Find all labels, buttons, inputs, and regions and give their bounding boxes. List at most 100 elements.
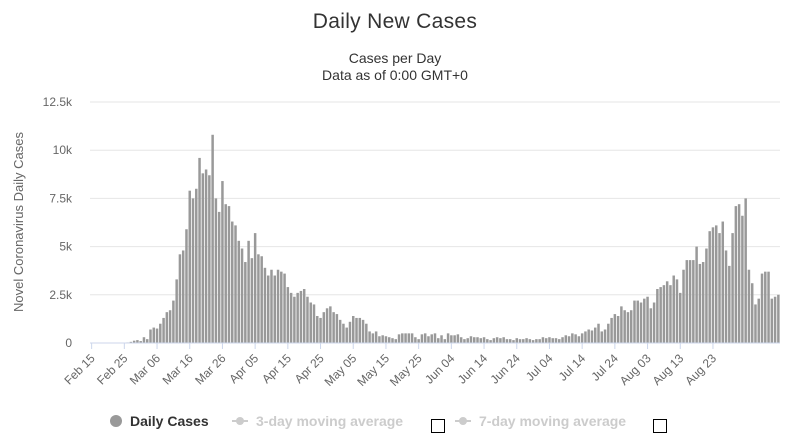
legend-item-7-day-moving-average[interactable]: 7-day moving average xyxy=(455,413,626,429)
bar[interactable] xyxy=(486,339,489,343)
bar[interactable] xyxy=(495,337,499,343)
bar[interactable] xyxy=(371,333,375,343)
bar[interactable] xyxy=(368,331,371,343)
bar[interactable] xyxy=(728,265,731,343)
bar[interactable] xyxy=(384,336,388,343)
bar[interactable] xyxy=(770,298,774,343)
bar[interactable] xyxy=(760,273,764,343)
bar[interactable] xyxy=(531,340,535,343)
bar[interactable] xyxy=(136,340,139,343)
bar[interactable] xyxy=(479,338,483,343)
bar[interactable] xyxy=(312,304,316,343)
bar[interactable] xyxy=(456,334,460,343)
bar[interactable] xyxy=(610,317,613,343)
bar[interactable] xyxy=(325,308,329,343)
bar[interactable] xyxy=(584,331,587,343)
bar-series-daily-cases[interactable] xyxy=(123,134,780,343)
bar[interactable] xyxy=(221,181,224,343)
bar[interactable] xyxy=(580,333,584,343)
bar[interactable] xyxy=(492,338,496,343)
bar[interactable] xyxy=(502,337,505,343)
bar[interactable] xyxy=(453,335,456,343)
bar[interactable] xyxy=(548,337,551,343)
bar[interactable] xyxy=(558,339,561,343)
bar[interactable] xyxy=(253,233,257,343)
bar[interactable] xyxy=(352,316,355,343)
bar[interactable] xyxy=(443,339,447,343)
bar[interactable] xyxy=(250,258,254,343)
bar[interactable] xyxy=(345,327,348,343)
bar[interactable] xyxy=(299,290,303,343)
bar[interactable] xyxy=(711,227,715,343)
bar[interactable] xyxy=(567,336,571,343)
bar[interactable] xyxy=(764,271,767,343)
bar[interactable] xyxy=(714,225,718,343)
bar[interactable] xyxy=(214,198,218,343)
bar[interactable] xyxy=(737,204,741,343)
bar[interactable] xyxy=(731,233,734,343)
bar[interactable] xyxy=(551,338,554,343)
bar[interactable] xyxy=(721,221,725,343)
bar[interactable] xyxy=(440,335,443,343)
bar[interactable] xyxy=(708,231,711,343)
bar[interactable] xyxy=(129,341,133,343)
bar[interactable] xyxy=(450,335,453,343)
bar[interactable] xyxy=(665,281,669,343)
bar[interactable] xyxy=(404,333,407,343)
bar[interactable] xyxy=(231,221,234,343)
bar[interactable] xyxy=(476,337,479,343)
legend-checkbox-7-day[interactable] xyxy=(653,419,667,433)
bar[interactable] xyxy=(172,300,175,343)
bar[interactable] xyxy=(423,333,427,343)
bar[interactable] xyxy=(469,336,473,343)
bar[interactable] xyxy=(701,262,705,343)
bar[interactable] xyxy=(306,296,309,343)
bar[interactable] xyxy=(646,296,649,343)
bar[interactable] xyxy=(633,300,636,343)
bar[interactable] xyxy=(175,279,178,343)
bar[interactable] xyxy=(571,333,574,343)
bar[interactable] xyxy=(623,310,626,343)
bar[interactable] xyxy=(361,319,365,343)
bar[interactable] xyxy=(289,292,293,343)
bar[interactable] xyxy=(767,271,770,343)
bar[interactable] xyxy=(394,339,398,343)
bar[interactable] xyxy=(590,330,594,343)
bar[interactable] xyxy=(685,260,689,343)
bar[interactable] xyxy=(705,248,708,343)
bar[interactable] xyxy=(142,337,146,343)
bar[interactable] xyxy=(734,206,738,343)
bar[interactable] xyxy=(541,337,545,343)
bar[interactable] xyxy=(718,233,721,343)
bar[interactable] xyxy=(188,190,191,343)
bar[interactable] xyxy=(600,331,604,343)
bar[interactable] xyxy=(433,333,437,343)
bar[interactable] xyxy=(273,275,277,343)
bar[interactable] xyxy=(692,260,695,343)
bar[interactable] xyxy=(149,329,152,343)
bar[interactable] xyxy=(414,337,417,343)
bar[interactable] xyxy=(234,225,237,343)
bar[interactable] xyxy=(358,317,362,343)
bar[interactable] xyxy=(381,335,384,343)
bar[interactable] xyxy=(675,279,679,343)
bar[interactable] xyxy=(577,336,581,343)
bar[interactable] xyxy=(482,337,486,343)
bar[interactable] xyxy=(237,240,241,343)
bar[interactable] xyxy=(744,198,747,343)
bar[interactable] xyxy=(217,211,221,343)
bar[interactable] xyxy=(662,285,666,343)
bar[interactable] xyxy=(410,333,414,343)
bar[interactable] xyxy=(757,298,760,343)
bar[interactable] xyxy=(286,287,290,343)
bar[interactable] xyxy=(401,333,404,343)
bar[interactable] xyxy=(430,334,433,343)
bar[interactable] xyxy=(211,134,214,343)
bar[interactable] xyxy=(319,317,322,343)
bar[interactable] xyxy=(525,338,528,343)
bar[interactable] xyxy=(626,312,630,343)
bar[interactable] xyxy=(365,323,368,343)
bar[interactable] xyxy=(332,312,335,343)
bar[interactable] xyxy=(201,173,205,343)
bar[interactable] xyxy=(342,323,345,343)
